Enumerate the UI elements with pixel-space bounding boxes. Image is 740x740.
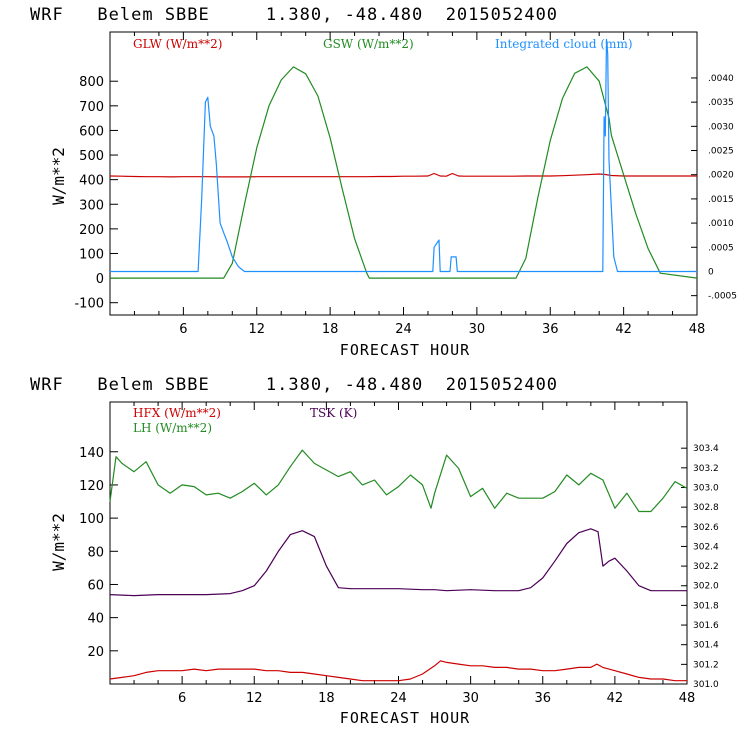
legend-hfx: HFX (W/m**2) — [133, 406, 221, 420]
x-tick-label: 12 — [248, 322, 265, 337]
x-tick-label: 24 — [395, 322, 412, 337]
x-tick-label: 18 — [318, 691, 335, 706]
y-axis-label: W/m**2 — [49, 147, 68, 205]
x-axis-label: FORECAST HOUR — [340, 341, 470, 359]
y2-tick-label: 0 — [708, 267, 714, 277]
x-tick-label: 42 — [607, 691, 624, 706]
y-tick-label: 0 — [96, 272, 104, 287]
y2-tick-label: .0020 — [708, 171, 734, 181]
y-tick-label: 20 — [87, 645, 104, 660]
x-tick-label: 48 — [689, 322, 706, 337]
x-tick-label: 48 — [679, 691, 696, 706]
y2-tick-label: .0035 — [708, 98, 734, 108]
data-series — [109, 38, 698, 279]
series-line-gsw — [110, 66, 698, 279]
y2-tick-label: 301.0 — [693, 680, 719, 690]
y2-tick-label: 302.4 — [693, 542, 719, 552]
y-tick-label: 80 — [87, 545, 104, 560]
legend-glw: GLW (W/m**2) — [133, 37, 222, 51]
series-line-hfx — [109, 660, 687, 682]
y2-tick-label: .0005 — [708, 243, 734, 253]
series-line-glw — [109, 172, 697, 178]
y-tick-label: 140 — [79, 446, 104, 461]
radiation-cloud-panel: WRF Belem SBBE 1.380, -48.480 2015052400… — [30, 5, 737, 359]
y-tick-label: 100 — [79, 247, 104, 262]
legend-tsk: TSK (K) — [310, 406, 357, 420]
plot-frame — [109, 401, 688, 685]
y2-tick-label: 302.8 — [693, 503, 719, 513]
x-tick-label: 6 — [179, 322, 187, 337]
y-axis-label: W/m**2 — [49, 513, 68, 571]
y-tick-label: 100 — [79, 512, 104, 527]
chart-title: WRF Belem SBBE 1.380, -48.480 2015052400 — [30, 375, 558, 395]
legend-lh: LH (W/m**2) — [133, 421, 212, 435]
y-tick-label: 500 — [79, 149, 104, 164]
plot-frame — [109, 31, 698, 316]
series-line-lh — [109, 449, 688, 513]
y-tick-label: 120 — [79, 479, 104, 494]
y2-tick-label: .0010 — [708, 219, 734, 229]
legend-gsw: GSW (W/m**2) — [323, 37, 414, 51]
x-tick-label: 36 — [534, 691, 551, 706]
y2-tick-label: .0030 — [708, 122, 734, 132]
y2-tick-label: .0040 — [708, 74, 734, 84]
y-tick-label: 40 — [87, 612, 104, 627]
y2-tick-label: 303.0 — [693, 483, 719, 493]
y-tick-label: 200 — [79, 223, 104, 238]
x-tick-label: 18 — [322, 322, 339, 337]
y2-tick-label: 302.6 — [693, 523, 719, 533]
series-line-integrated — [110, 38, 697, 273]
x-tick-label: 36 — [542, 322, 559, 337]
y2-tick-label: 302.0 — [693, 582, 719, 592]
y-tick-label: 700 — [79, 100, 104, 115]
data-series — [109, 449, 688, 682]
y-tick-label: -100 — [74, 297, 104, 312]
y2-tick-label: .0015 — [708, 195, 734, 205]
series-line-tsk — [109, 528, 687, 597]
x-tick-label: 30 — [462, 691, 479, 706]
chart-title: WRF Belem SBBE 1.380, -48.480 2015052400 — [30, 5, 558, 25]
y2-tick-label: 301.6 — [693, 621, 719, 631]
y2-tick-label: 303.2 — [693, 464, 719, 474]
axis-ticks: 6 12 18 24 30 36 42 48 20 40 60 80 100 120 140 301.0 301… — [79, 402, 719, 706]
y-tick-label: 300 — [79, 198, 104, 213]
y2-tick-label: .0025 — [708, 147, 734, 157]
y2-tick-label: 301.2 — [693, 660, 719, 670]
y2-tick-label: -.0005 — [708, 292, 737, 302]
x-tick-label: 24 — [390, 691, 407, 706]
y2-tick-label: 301.8 — [693, 601, 719, 611]
y-tick-label: 60 — [87, 578, 104, 593]
y-tick-label: 400 — [79, 174, 104, 189]
x-tick-label: 12 — [246, 691, 263, 706]
y-tick-label: 800 — [79, 75, 104, 90]
x-tick-label: 42 — [615, 322, 632, 337]
flux-skin-temperature-panel: WRF Belem SBBE 1.380, -48.480 2015052400… — [30, 375, 719, 727]
y2-tick-label: 302.2 — [693, 562, 719, 572]
x-tick-label: 6 — [178, 691, 186, 706]
y2-tick-label: 303.4 — [693, 444, 719, 454]
y-tick-label: 600 — [79, 124, 104, 139]
x-tick-label: 30 — [469, 322, 486, 337]
y2-tick-label: 301.4 — [693, 641, 719, 651]
axis-ticks: 6 12 18 24 30 36 42 48 -100 0 100 200 300 400 500 600 70… — [74, 32, 737, 337]
legend-integrated-cloud: Integrated cloud (mm) — [495, 37, 633, 51]
x-axis-label: FORECAST HOUR — [340, 709, 470, 727]
